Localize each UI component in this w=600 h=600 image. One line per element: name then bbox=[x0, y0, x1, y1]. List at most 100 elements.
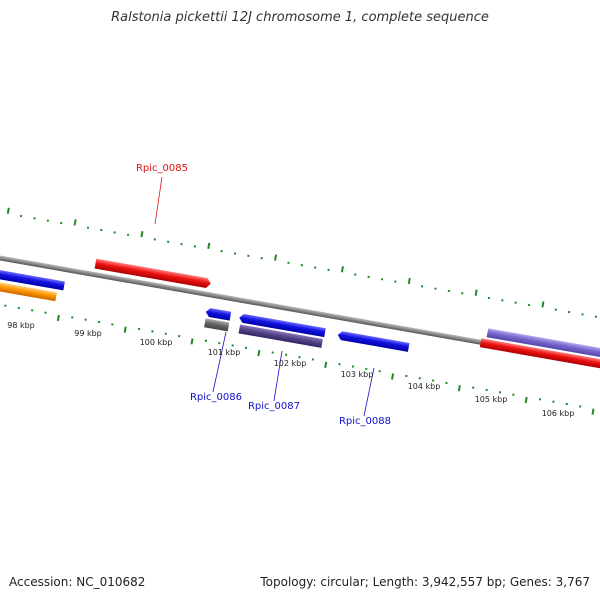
gene-label-rpic-0087[interactable]: Rpic_0087 bbox=[248, 401, 300, 412]
scale-label: 100 kbp bbox=[140, 338, 173, 347]
major-tick bbox=[56, 314, 60, 322]
topology-label: Topology: circular; Length: 3,942,557 bp… bbox=[260, 575, 590, 589]
gene-feature-red-forward[interactable] bbox=[479, 338, 600, 377]
minor-tick bbox=[300, 264, 303, 267]
major-tick bbox=[391, 373, 395, 380]
scale-label: 101 kbp bbox=[208, 348, 241, 357]
minor-tick bbox=[153, 238, 156, 241]
minor-tick bbox=[46, 219, 50, 222]
minor-tick bbox=[218, 341, 221, 345]
gene-rpic-0086[interactable] bbox=[205, 307, 232, 321]
minor-tick bbox=[405, 374, 408, 378]
gene-feature-blue-left[interactable] bbox=[0, 259, 65, 291]
major-tick bbox=[73, 219, 77, 226]
minor-tick bbox=[394, 280, 397, 283]
minor-tick bbox=[220, 249, 223, 253]
major-tick bbox=[591, 408, 595, 415]
cds-feature-purple-forward[interactable] bbox=[486, 328, 600, 367]
minor-tick bbox=[60, 221, 63, 225]
minor-tick bbox=[351, 365, 355, 368]
minor-tick bbox=[472, 386, 475, 389]
minor-tick bbox=[164, 332, 167, 335]
major-tick bbox=[524, 396, 528, 404]
minor-tick bbox=[378, 370, 381, 373]
major-tick bbox=[6, 207, 10, 214]
outer-tick-track bbox=[6, 207, 598, 318]
gene-rpic-0087[interactable] bbox=[239, 313, 326, 338]
minor-tick bbox=[97, 320, 101, 324]
gene-label-rpic-0088[interactable]: Rpic_0088 bbox=[339, 416, 391, 427]
minor-tick bbox=[512, 393, 515, 396]
scale-label: 106 kbp bbox=[542, 409, 575, 418]
minor-tick bbox=[365, 367, 368, 371]
minor-tick bbox=[260, 257, 263, 260]
minor-tick bbox=[71, 316, 74, 319]
minor-tick bbox=[527, 303, 531, 307]
minor-tick bbox=[327, 268, 330, 272]
minor-tick bbox=[86, 226, 90, 229]
minor-tick bbox=[567, 310, 571, 314]
gene-label-leader-rpic-0087 bbox=[273, 350, 283, 402]
major-tick bbox=[541, 301, 545, 308]
major-tick bbox=[257, 349, 261, 357]
minor-tick bbox=[4, 304, 7, 307]
cds-feature-darkpurple[interactable] bbox=[238, 324, 323, 348]
cds-feature-orange-left[interactable] bbox=[0, 271, 57, 302]
scale-label: 102 kbp bbox=[274, 359, 307, 368]
minor-tick bbox=[17, 306, 20, 310]
scale-label: 99 kbp bbox=[74, 329, 102, 338]
minor-tick bbox=[338, 363, 341, 366]
minor-tick bbox=[180, 242, 183, 246]
minor-tick bbox=[487, 296, 491, 300]
chromosome-backbone bbox=[0, 248, 600, 375]
minor-tick bbox=[178, 334, 181, 338]
cds-feature-gray[interactable] bbox=[204, 318, 230, 332]
major-tick bbox=[140, 231, 144, 238]
gene-label-leader-rpic-0086 bbox=[212, 331, 227, 393]
minor-tick bbox=[233, 252, 237, 255]
minor-tick bbox=[554, 308, 557, 311]
major-tick bbox=[324, 361, 328, 368]
scale-label: 105 kbp bbox=[475, 395, 508, 404]
minor-tick bbox=[284, 353, 288, 357]
minor-tick bbox=[167, 240, 170, 243]
major-tick bbox=[474, 289, 478, 296]
minor-tick bbox=[367, 275, 370, 279]
gene-rpic-0085[interactable] bbox=[94, 258, 212, 289]
major-tick bbox=[340, 266, 344, 273]
minor-tick bbox=[485, 388, 488, 392]
minor-tick bbox=[445, 381, 448, 385]
minor-tick bbox=[193, 245, 197, 248]
minor-tick bbox=[113, 231, 116, 234]
major-tick bbox=[407, 277, 411, 285]
minor-tick bbox=[565, 402, 568, 406]
minor-tick bbox=[431, 379, 435, 382]
minor-tick bbox=[552, 400, 555, 403]
minor-tick bbox=[111, 323, 114, 326]
minor-tick bbox=[461, 292, 464, 295]
minor-tick bbox=[100, 228, 103, 232]
minor-tick bbox=[434, 287, 437, 290]
minor-tick bbox=[581, 313, 584, 316]
minor-tick bbox=[314, 266, 317, 269]
major-tick bbox=[123, 326, 127, 333]
minor-tick bbox=[33, 217, 36, 220]
gene-label-rpic-0085[interactable]: Rpic_0085 bbox=[136, 163, 188, 174]
gene-label-rpic-0086[interactable]: Rpic_0086 bbox=[190, 392, 242, 403]
minor-tick bbox=[501, 299, 504, 302]
minor-tick bbox=[514, 301, 517, 304]
gene-label-leader-rpic-0085 bbox=[154, 176, 163, 225]
minor-tick bbox=[84, 318, 87, 321]
gene-rpic-0088[interactable] bbox=[337, 331, 410, 352]
minor-tick bbox=[19, 214, 23, 218]
minor-tick bbox=[538, 398, 542, 401]
scale-label: 104 kbp bbox=[408, 382, 441, 391]
minor-tick bbox=[380, 278, 384, 281]
accession-label: Accession: NC_010682 bbox=[9, 575, 146, 589]
minor-tick bbox=[151, 330, 154, 333]
minor-tick bbox=[287, 261, 290, 265]
minor-tick bbox=[420, 285, 424, 288]
gene-label-leader-rpic-0088 bbox=[363, 367, 375, 417]
inner-tick-track bbox=[4, 304, 595, 415]
